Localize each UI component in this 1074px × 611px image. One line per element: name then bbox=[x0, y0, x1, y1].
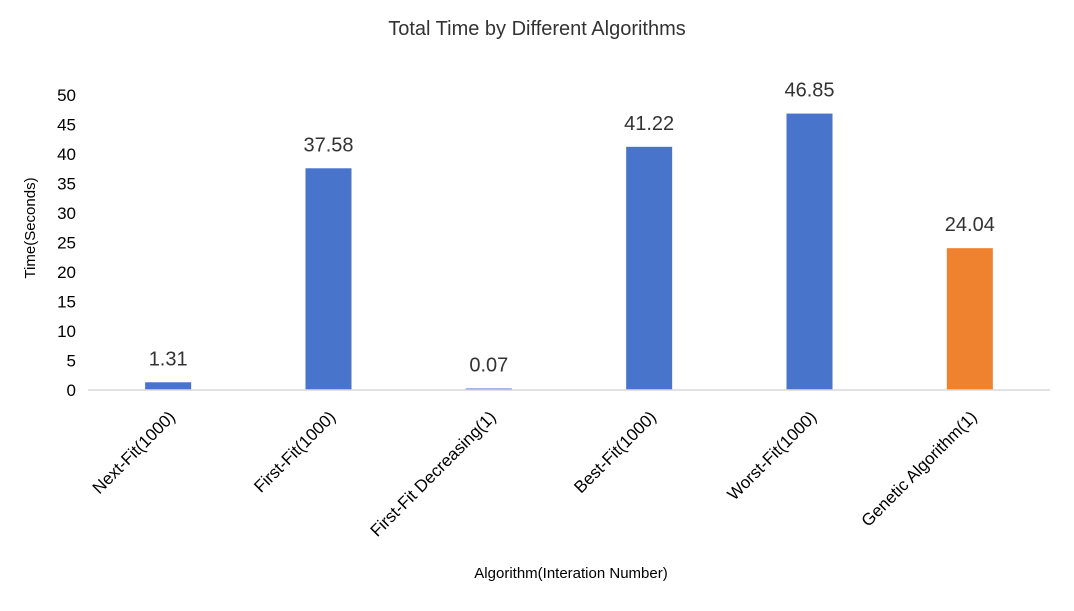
data-label: 24.04 bbox=[945, 214, 995, 236]
y-tick-label: 35 bbox=[57, 175, 76, 194]
y-tick-label: 5 bbox=[67, 352, 76, 371]
y-tick-label: 30 bbox=[57, 204, 76, 223]
x-tick-label: Next-Fit(1000) bbox=[89, 407, 179, 497]
data-label: 37.58 bbox=[303, 134, 353, 156]
data-labels-group: 1.31 37.58 0.07 41.22 46.85 24.04 bbox=[149, 80, 995, 377]
x-tick-label: Worst-Fit(1000) bbox=[724, 407, 821, 504]
x-axis: Next-Fit(1000) First-Fit(1000) First-Fit D… bbox=[89, 407, 981, 540]
y-tick-label: 0 bbox=[67, 381, 76, 400]
bar-1 bbox=[145, 382, 192, 390]
y-tick-label: 10 bbox=[57, 322, 76, 341]
y-tick-label: 40 bbox=[57, 145, 76, 164]
bar-2 bbox=[305, 168, 352, 390]
data-label: 46.85 bbox=[784, 80, 834, 102]
bar-4 bbox=[626, 146, 673, 390]
x-tick-label: Genetic Algorithm(1) bbox=[858, 407, 981, 530]
bar-5 bbox=[786, 113, 833, 391]
y-axis-title: Time(Seconds) bbox=[22, 177, 39, 278]
y-axis: 0 5 10 15 20 25 30 35 40 45 50 bbox=[57, 86, 76, 400]
y-tick-label: 15 bbox=[57, 293, 76, 312]
y-tick-label: 25 bbox=[57, 234, 76, 253]
bars-group bbox=[145, 113, 993, 391]
x-tick-label: First-Fit Decreasing(1) bbox=[367, 407, 500, 540]
bar-6 bbox=[946, 248, 993, 390]
x-axis-title: Algorithm(Interation Number) bbox=[474, 565, 667, 582]
data-label: 1.31 bbox=[149, 348, 188, 370]
data-label: 0.07 bbox=[469, 355, 508, 377]
x-tick-label: First-Fit(1000) bbox=[250, 407, 339, 496]
y-tick-label: 50 bbox=[57, 86, 76, 105]
y-tick-label: 20 bbox=[57, 263, 76, 282]
chart-title: Total Time by Different Algorithms bbox=[388, 18, 686, 40]
x-tick-label: Best-Fit(1000) bbox=[570, 407, 660, 497]
y-tick-label: 45 bbox=[57, 116, 76, 135]
data-label: 41.22 bbox=[624, 113, 674, 135]
